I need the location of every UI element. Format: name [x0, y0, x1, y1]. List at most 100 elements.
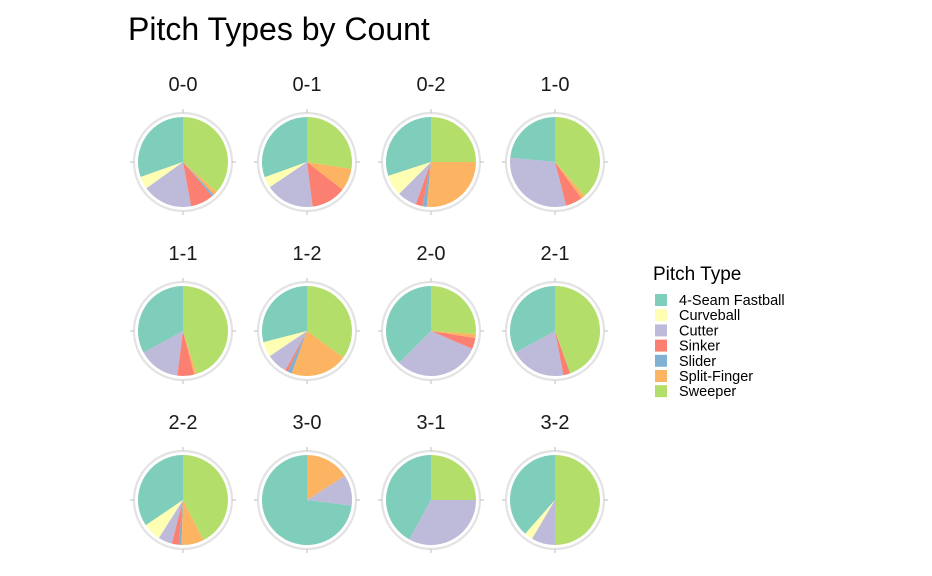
- facet-2-0: 2-0: [378, 243, 484, 384]
- slice-curveball: [145, 500, 183, 538]
- slice-split-finger: [555, 162, 585, 199]
- facet-grid: 0-0 0-1 0-2 1-0 1-1 1-2 2-0 2-1 2-2 3-0 3-1 3-2: [130, 74, 608, 553]
- facet-3-1: 3-1: [378, 412, 484, 553]
- chart-title: Pitch Types by Count: [128, 11, 430, 47]
- facet-label: 2-1: [541, 243, 570, 265]
- legend-label-sweeper: Sweeper: [679, 384, 736, 400]
- slice-split-finger: [307, 455, 345, 500]
- slice-sinker: [415, 162, 431, 207]
- legend-label-sinker: Sinker: [679, 339, 720, 355]
- slice-sweeper: [183, 117, 228, 192]
- slice-cutter: [158, 500, 183, 544]
- facet-label: 1-0: [541, 74, 570, 96]
- facet-2-2: 2-2: [130, 412, 236, 553]
- slice-cutter: [510, 157, 567, 208]
- legend-swatch-split-finger: [655, 370, 667, 382]
- facet-label: 0-1: [293, 74, 322, 96]
- slice-split-finger: [183, 162, 217, 195]
- slice-4-seam-fastball: [262, 455, 352, 545]
- slice-4-seam-fastball: [510, 117, 555, 162]
- facet-0-0: 0-0: [130, 74, 236, 215]
- facet-label: 3-0: [293, 412, 322, 434]
- slice-split-finger: [431, 331, 476, 339]
- slice-cutter: [307, 475, 353, 506]
- slice-4-seam-fastball: [138, 117, 183, 177]
- facet-2-1: 2-1: [502, 243, 608, 384]
- legend-swatch-cutter: [655, 324, 667, 337]
- facet-label: 2-2: [169, 412, 198, 434]
- slice-slider: [422, 162, 431, 207]
- slice-4-seam-fastball: [138, 455, 183, 526]
- slice-4-seam-fastball: [510, 286, 555, 353]
- slice-split-finger: [183, 331, 197, 375]
- legend-title: Pitch Type: [653, 264, 741, 285]
- legend-swatch-sinker: [655, 339, 667, 352]
- facet-0-1: 0-1: [254, 74, 360, 215]
- slice-4-seam-fastball: [385, 286, 431, 363]
- slice-sinker: [177, 331, 195, 377]
- facet-1-1: 1-1: [130, 243, 236, 384]
- legend-swatch-slider: [655, 354, 667, 367]
- legend-label-split-finger: Split-Finger: [679, 369, 753, 385]
- slice-4-seam-fastball: [138, 286, 183, 353]
- slice-curveball: [263, 331, 307, 357]
- slice-sweeper: [183, 455, 229, 541]
- slice-sweeper: [431, 455, 476, 500]
- slice-4-seam-fastball: [385, 117, 431, 176]
- legend-swatch-curveball: [655, 309, 667, 322]
- slice-4-seam-fastball: [386, 455, 431, 540]
- slice-sinker: [555, 331, 571, 376]
- facet-3-0: 3-0: [254, 412, 360, 553]
- facet-label: 3-1: [417, 412, 446, 434]
- legend-swatch-4-seam-fastball: [655, 294, 667, 306]
- facet-label: 2-0: [417, 243, 446, 265]
- slice-4-seam-fastball: [261, 286, 307, 343]
- slice-4-seam-fastball: [510, 455, 555, 534]
- slice-4-seam-fastball: [262, 117, 307, 178]
- slice-sweeper: [307, 117, 353, 170]
- slice-sinker: [183, 162, 213, 207]
- facet-label: 0-2: [417, 74, 446, 96]
- slice-sweeper: [431, 286, 476, 334]
- slice-sweeper: [555, 286, 600, 374]
- slice-curveball: [264, 162, 307, 188]
- slice-split-finger: [181, 500, 204, 546]
- slice-slider: [287, 331, 307, 374]
- slice-cutter: [269, 162, 313, 208]
- slice-curveball: [140, 162, 183, 189]
- slice-split-finger: [426, 162, 476, 207]
- slice-sinker: [555, 162, 582, 206]
- slice-curveball: [388, 162, 431, 194]
- slice-sweeper: [555, 117, 600, 196]
- slice-sweeper: [307, 286, 353, 358]
- slice-cutter: [399, 162, 431, 205]
- slice-curveball: [525, 500, 555, 539]
- slice-cutter: [409, 500, 476, 545]
- slice-sinker: [285, 331, 307, 372]
- slice-cutter: [146, 162, 192, 208]
- facet-1-2: 1-2: [254, 243, 360, 384]
- slice-cutter: [532, 500, 555, 545]
- slice-sinker: [307, 162, 343, 207]
- legend-label-4-seam-fastball: 4-Seam Fastball: [679, 293, 785, 309]
- legend-label-curveball: Curveball: [679, 308, 740, 324]
- slice-cutter: [143, 331, 183, 376]
- legend-label-slider: Slider: [679, 354, 716, 370]
- slice-split-finger: [291, 331, 344, 377]
- slice-sinker: [171, 500, 183, 545]
- slice-slider: [183, 162, 214, 197]
- slice-sweeper: [183, 285, 229, 374]
- slice-sweeper: [555, 455, 600, 545]
- facet-1-0: 1-0: [502, 74, 608, 215]
- slice-cutter: [515, 331, 564, 376]
- slice-cutter: [269, 331, 307, 371]
- legend-swatch-sweeper: [655, 385, 667, 398]
- slice-cutter: [399, 331, 473, 377]
- facet-label: 1-2: [293, 243, 322, 265]
- facet-label: 3-2: [541, 412, 570, 434]
- slice-slider: [178, 500, 183, 545]
- legend: Pitch Type 4-Seam FastballCurveballCutte…: [653, 264, 785, 400]
- slice-sweeper: [431, 117, 476, 162]
- slice-sinker: [431, 331, 476, 349]
